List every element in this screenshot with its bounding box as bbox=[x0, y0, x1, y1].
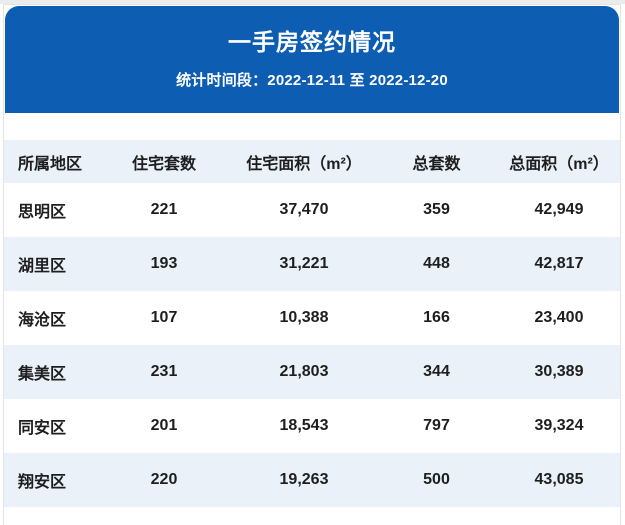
column-header-total-area: 总面积（m²） bbox=[509, 155, 609, 173]
value-cell: 201 bbox=[150, 417, 178, 434]
value-cell: 31,221 bbox=[279, 255, 329, 272]
table-row: 海沧区 107 10,388 166 23,400 bbox=[4, 291, 620, 345]
table-row: 翔安区 220 19,263 500 43,085 bbox=[4, 453, 620, 507]
value-cell: 10,388 bbox=[279, 309, 329, 326]
table-header-row: 所属地区 住宅套数 住宅面积（m²） 总套数 总面积（m²） bbox=[4, 140, 620, 183]
value-cell: 43,085 bbox=[534, 471, 584, 488]
district-cell: 同安区 bbox=[18, 420, 67, 437]
value-cell: 500 bbox=[423, 471, 450, 488]
district-cell: 思明区 bbox=[18, 204, 67, 221]
value-cell: 448 bbox=[423, 255, 450, 272]
table-row: 集美区 231 21,803 344 30,389 bbox=[4, 345, 620, 399]
value-cell: 42,949 bbox=[534, 201, 584, 218]
page-title: 一手房签约情况 bbox=[228, 29, 396, 56]
district-cell: 海沧区 bbox=[18, 312, 67, 329]
column-header-residential-units: 住宅套数 bbox=[131, 155, 196, 173]
table-body: 思明区 221 37,470 359 42,949 湖里区 193 31,221 448 42,8… bbox=[4, 183, 620, 507]
district-cell: 集美区 bbox=[18, 366, 67, 383]
table-row: 同安区 201 18,543 797 39,324 bbox=[4, 399, 620, 453]
page-top-strip bbox=[0, 0, 625, 4]
value-cell: 221 bbox=[150, 201, 178, 218]
value-cell: 21,803 bbox=[279, 363, 329, 380]
column-header-residential-area: 住宅面积（m²） bbox=[246, 155, 362, 173]
value-cell: 359 bbox=[423, 201, 450, 218]
value-cell: 18,543 bbox=[279, 417, 329, 434]
value-cell: 39,324 bbox=[534, 417, 584, 434]
table-row: 湖里区 193 31,221 448 42,817 bbox=[4, 237, 620, 291]
value-cell: 231 bbox=[150, 363, 178, 380]
header-banner: 一手房签约情况 统计时间段：2022-12-11 至 2022-12-20 bbox=[5, 6, 619, 113]
district-cell: 湖里区 bbox=[18, 258, 67, 275]
value-cell: 42,817 bbox=[534, 255, 584, 272]
value-cell: 19,263 bbox=[279, 471, 329, 488]
value-cell: 797 bbox=[423, 417, 450, 434]
value-cell: 166 bbox=[423, 309, 450, 326]
value-cell: 344 bbox=[423, 363, 450, 380]
column-header-district: 所属地区 bbox=[18, 155, 83, 173]
value-cell: 193 bbox=[150, 255, 178, 272]
value-cell: 220 bbox=[150, 471, 178, 488]
table-row: 思明区 221 37,470 359 42,949 bbox=[4, 183, 620, 237]
report-card: 一手房签约情况 统计时间段：2022-12-11 至 2022-12-20 所属… bbox=[3, 4, 621, 525]
district-cell: 翔安区 bbox=[18, 474, 67, 491]
value-cell: 37,470 bbox=[279, 201, 329, 218]
value-cell: 107 bbox=[150, 309, 178, 326]
column-header-total-units: 总套数 bbox=[412, 155, 461, 173]
signing-stats-table: 所属地区 住宅套数 住宅面积（m²） 总套数 总面积（m²） 思明区 221 37,… bbox=[4, 140, 620, 507]
stats-period-label: 统计时间段：2022-12-11 至 2022-12-20 bbox=[176, 71, 448, 89]
value-cell: 30,389 bbox=[534, 363, 584, 380]
value-cell: 23,400 bbox=[534, 309, 584, 326]
